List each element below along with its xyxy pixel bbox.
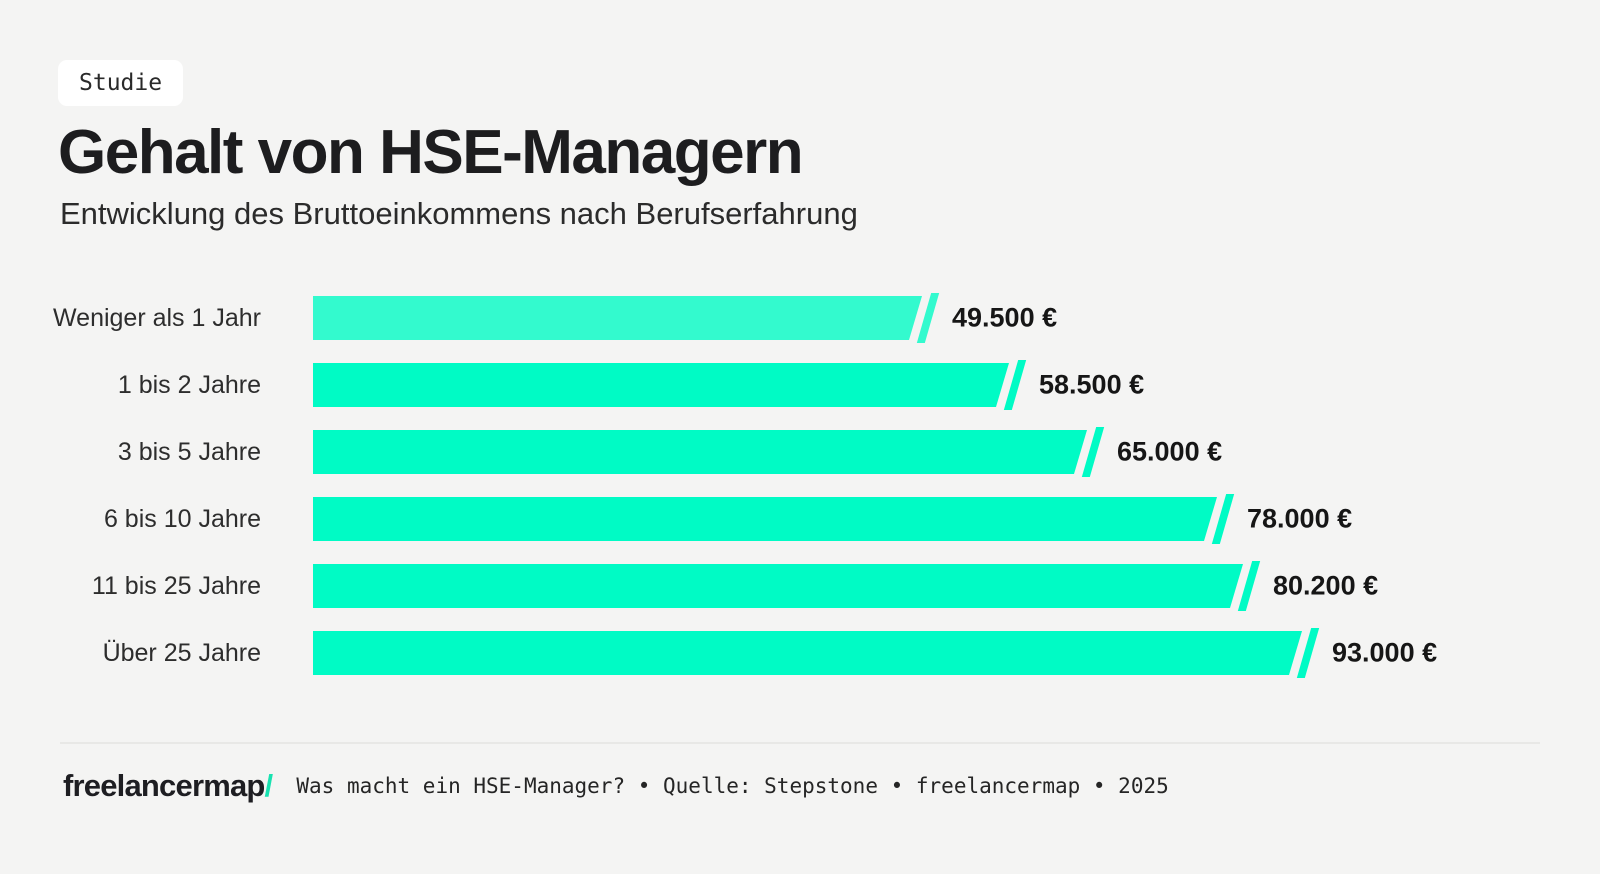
bar-cell: 93.000 € — [313, 628, 1540, 678]
salary-bar — [313, 631, 1302, 675]
salary-value-label: 80.200 € — [1273, 570, 1379, 601]
experience-label: Weniger als 1 Jahr — [53, 303, 261, 332]
bar-cell: 78.000 € — [313, 494, 1540, 544]
page-subtitle: Entwicklung des Bruttoeinkommens nach Be… — [60, 196, 858, 231]
chart-row: 3 bis 5 Jahre 65.000 € — [60, 427, 1540, 477]
logo-slash-icon: / — [264, 768, 274, 803]
chart-row: 11 bis 25 Jahre 80.200 € — [60, 561, 1540, 611]
bar-cell: 80.200 € — [313, 561, 1540, 611]
salary-value-label: 58.500 € — [1039, 369, 1145, 400]
experience-label: 6 bis 10 Jahre — [103, 504, 261, 533]
logo-wordmark: freelancermap — [63, 768, 265, 803]
bar-cell: 49.500 € — [313, 293, 1540, 343]
salary-bar — [313, 296, 922, 340]
salary-value-label: 78.000 € — [1247, 503, 1353, 534]
experience-label: 3 bis 5 Jahre — [117, 437, 261, 466]
salary-value-label: 49.500 € — [952, 302, 1058, 333]
salary-value-label: 93.000 € — [1332, 637, 1438, 668]
freelancermap-logo: freelancermap/ — [63, 768, 274, 804]
salary-bar — [313, 363, 1009, 407]
chart-row: 1 bis 2 Jahre 58.500 € — [60, 360, 1540, 410]
page-title: Gehalt von HSE-Managern — [58, 118, 804, 187]
bar-cell: 65.000 € — [313, 427, 1540, 477]
bar-cell: 58.500 € — [313, 360, 1540, 410]
chart-row: 6 bis 10 Jahre 78.000 € — [60, 494, 1540, 544]
experience-label: Über 25 Jahre — [102, 638, 261, 667]
experience-label: 11 bis 25 Jahre — [91, 571, 261, 600]
study-badge: Studie — [58, 60, 184, 106]
salary-value-label: 65.000 € — [1117, 436, 1223, 467]
salary-bar-chart: Weniger als 1 Jahr 49.500 € 1 bis 2 Jahr… — [53, 293, 1540, 678]
footer: freelancermap/ Was macht ein HSE-Manager… — [63, 766, 1169, 806]
study-badge-label: Studie — [79, 70, 163, 96]
chart-row: Über 25 Jahre 93.000 € — [60, 628, 1540, 678]
chart-row: Weniger als 1 Jahr 49.500 € — [53, 293, 1540, 343]
footer-divider — [60, 742, 1540, 744]
salary-bar — [313, 497, 1217, 541]
salary-bar — [313, 430, 1087, 474]
footer-caption: Was macht ein HSE-Manager? • Quelle: Ste… — [296, 774, 1169, 798]
experience-label: 1 bis 2 Jahre — [117, 370, 261, 399]
salary-bar — [313, 564, 1243, 608]
